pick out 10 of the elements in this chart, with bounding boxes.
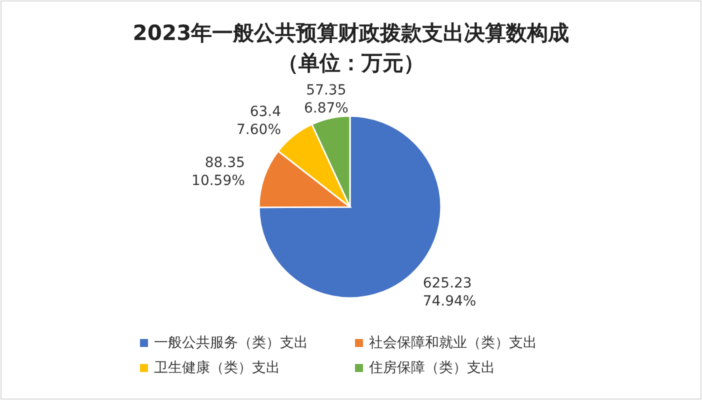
- data-label: 625.23 74.94%: [422, 276, 476, 310]
- legend-label: 卫生健康（类）支出: [154, 360, 280, 376]
- chart-title: 2023年一般公共预算财政拨款支出决算数构成: [132, 21, 570, 45]
- legend-label: 一般公共服务（类）支出: [154, 335, 308, 351]
- legend-label: 住房保障（类）支出: [368, 360, 495, 376]
- chart-subtitle: （单位：万元）: [278, 51, 424, 75]
- data-label: 63.4 7.60%: [236, 104, 282, 138]
- data-label: 57.35 6.87%: [304, 82, 348, 117]
- legend-label: 社会保障和就业（类）支出: [369, 335, 537, 351]
- data-label: 88.35 10.59%: [192, 155, 245, 190]
